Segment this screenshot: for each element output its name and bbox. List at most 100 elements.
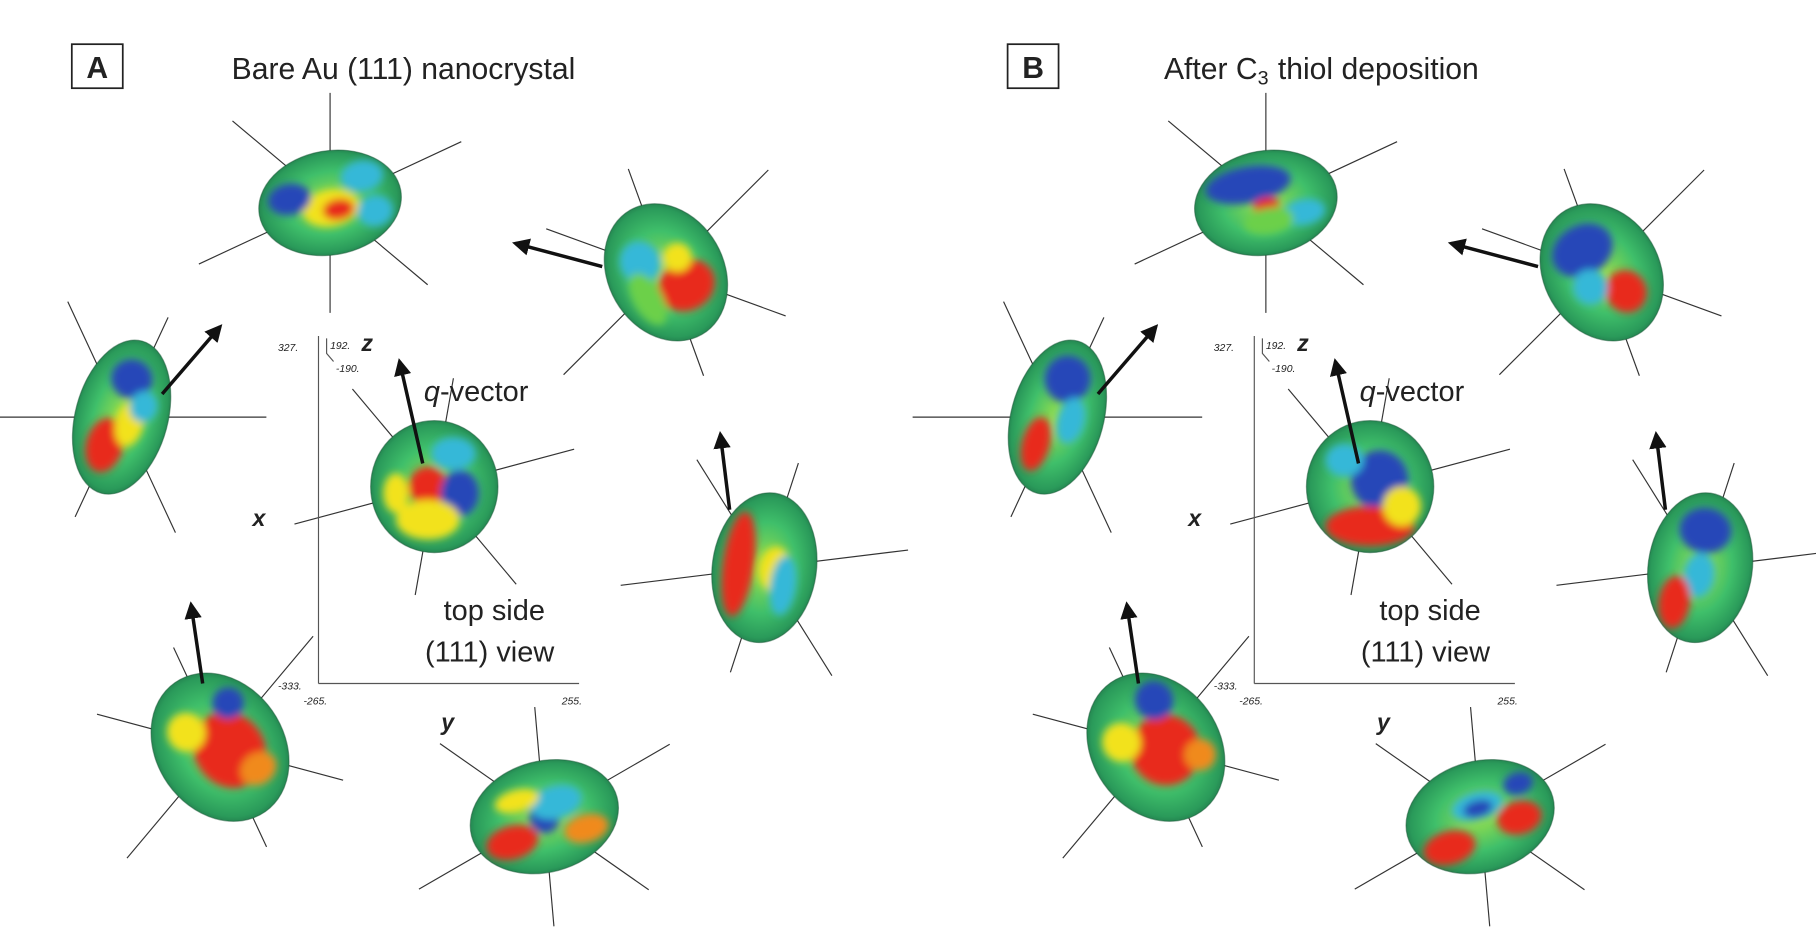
- axis-tick-label: 192.: [330, 341, 350, 352]
- frame-axis: [326, 338, 334, 362]
- crystal-edge: [711, 492, 818, 644]
- color-patch: [167, 712, 206, 752]
- nanocrystal: [620, 459, 909, 677]
- color-map: [619, 241, 715, 326]
- axis-tick-label: 327.: [278, 343, 298, 354]
- view-label: top side: [444, 595, 545, 627]
- color-patch: [628, 273, 668, 326]
- crystal-edge: [370, 420, 499, 554]
- color-map: [267, 160, 394, 227]
- color-patch: [1503, 772, 1533, 795]
- color-patches: [1325, 443, 1422, 547]
- color-map: [1020, 355, 1091, 471]
- color-patches: [1205, 165, 1326, 235]
- color-patch: [1605, 270, 1647, 313]
- color-patch: [111, 359, 153, 399]
- color-map: [383, 437, 479, 540]
- nanocrystal: [96, 635, 344, 859]
- color-patch: [1102, 722, 1141, 762]
- color-patches: [1020, 355, 1091, 471]
- arrow: [1120, 601, 1141, 684]
- color-patches: [1423, 772, 1542, 866]
- nanocrystal: [1230, 378, 1511, 596]
- axis-label: y: [1376, 709, 1391, 735]
- title-text: thiol deposition: [1278, 53, 1479, 86]
- title-subscript: 3: [1258, 68, 1269, 90]
- panel-title: Bare Au (111) nanocrystal: [232, 53, 576, 86]
- color-patch: [1134, 680, 1174, 720]
- crystal-edge: [1305, 420, 1435, 554]
- color-patch: [383, 473, 409, 514]
- color-patch: [658, 259, 715, 312]
- color-patch: [1679, 507, 1732, 554]
- color-map: [1102, 680, 1216, 786]
- axis-label: x: [250, 505, 266, 531]
- crystal-edge: [1646, 492, 1754, 644]
- color-patch: [1205, 165, 1291, 205]
- frame-axis: [1261, 338, 1270, 362]
- vector-symbol: q: [424, 376, 440, 408]
- color-patch: [408, 466, 448, 507]
- color-patch: [1130, 714, 1201, 786]
- panel: B After C3 thiol deposition q-vector top sid…: [912, 43, 1816, 927]
- vector-label: q-vector: [1360, 376, 1465, 408]
- color-map: [85, 359, 158, 473]
- color-patch: [619, 241, 661, 284]
- nanocrystal: [418, 707, 671, 927]
- color-patch: [267, 183, 311, 216]
- color-map: [1205, 165, 1326, 235]
- panel-label: A: [86, 52, 108, 85]
- color-patch: [530, 784, 582, 820]
- color-patches: [167, 687, 277, 788]
- color-patch: [494, 788, 539, 814]
- axis-tick-label: -265.: [1239, 696, 1263, 707]
- color-patch: [564, 813, 609, 844]
- nanocrystal: [294, 378, 575, 596]
- color-patches: [1658, 507, 1732, 629]
- color-patch: [340, 160, 384, 192]
- arrow: [1329, 358, 1361, 464]
- color-patches: [267, 160, 394, 227]
- panel-label: B: [1022, 52, 1044, 85]
- color-patch: [1020, 417, 1052, 471]
- color-patch: [1244, 207, 1294, 235]
- nanocrystal: [198, 92, 462, 313]
- color-patch: [440, 470, 479, 517]
- arrow: [184, 601, 205, 684]
- vector-text: -vector: [1376, 376, 1465, 408]
- color-patch: [1463, 799, 1493, 818]
- arrow: [1096, 324, 1159, 396]
- color-patches: [721, 511, 797, 617]
- axis-label: x: [1186, 505, 1202, 531]
- nanocrystal: [1556, 459, 1816, 677]
- color-patch: [1658, 575, 1691, 629]
- panel-label-box: [70, 43, 124, 90]
- axis-tick-label: -265.: [303, 696, 327, 707]
- arrow: [394, 358, 425, 464]
- axis-tick-label: -333.: [278, 681, 302, 692]
- color-patch: [1497, 800, 1542, 835]
- axis-label: y: [440, 709, 455, 735]
- color-patch: [212, 687, 244, 719]
- color-patches: [1552, 223, 1647, 313]
- nanocrystal: [912, 301, 1203, 533]
- crystal-edge: [1405, 758, 1555, 875]
- axis-tick-label: -333.: [1214, 681, 1238, 692]
- crystal-edge: [1007, 339, 1108, 495]
- axis-tick-label: 192.: [1266, 341, 1286, 352]
- color-patches: [383, 437, 479, 540]
- crystal-edge: [1194, 149, 1338, 257]
- arrow: [160, 324, 223, 396]
- vector-symbol: q: [1360, 376, 1376, 408]
- color-patch: [1552, 223, 1613, 278]
- crystal-edge: [150, 672, 290, 822]
- color-map: [1325, 443, 1422, 547]
- vector-label: q-vector: [424, 376, 529, 408]
- nanocrystal: [1481, 168, 1722, 376]
- view-label: (111) view: [425, 636, 554, 668]
- color-patch: [1056, 397, 1086, 444]
- vector-text: -vector: [440, 376, 529, 408]
- color-map: [1552, 223, 1647, 313]
